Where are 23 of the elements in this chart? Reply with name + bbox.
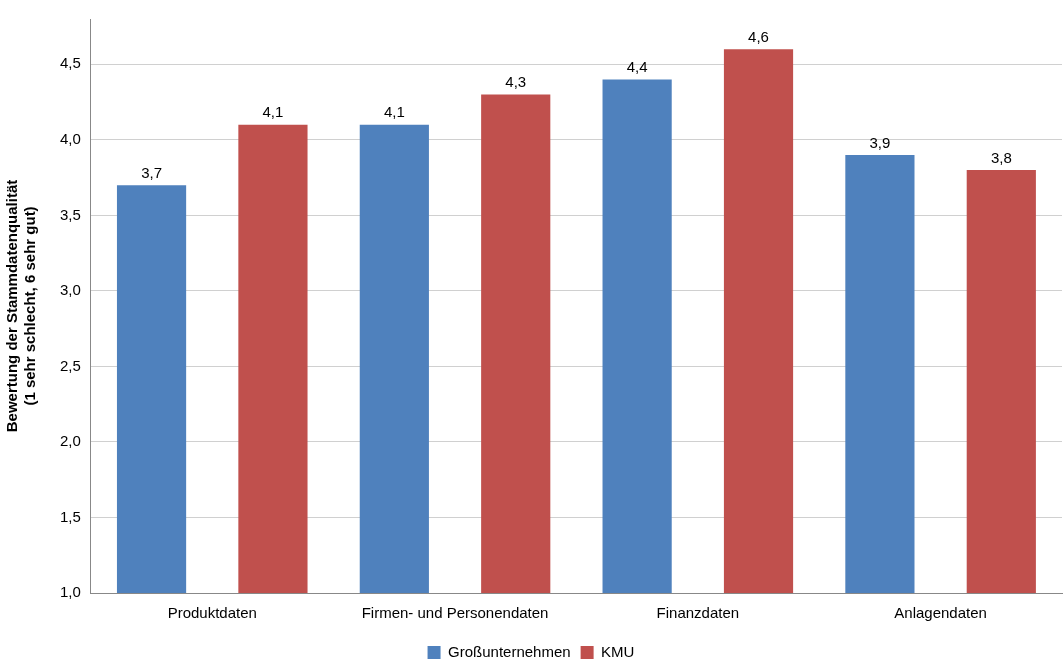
data-label: 4,4 <box>626 58 648 76</box>
y-tick-label: 2,5 <box>59 356 81 374</box>
y-tick-label: 2,0 <box>59 432 81 450</box>
y-tick-label: 4,0 <box>59 129 81 147</box>
y-tick-label: 4,5 <box>59 54 81 72</box>
data-label: 3,7 <box>141 163 162 181</box>
x-tick-label: Finanzdaten <box>656 604 740 622</box>
data-label: 4,1 <box>383 103 405 121</box>
data-label: 4,1 <box>262 103 284 121</box>
data-label: 3,9 <box>869 133 891 151</box>
data-label: 4,3 <box>505 73 527 91</box>
y-axis-title: Bewertung der Stammdatenqualität (1 sehr schlecht, 6 sehr gut) <box>3 179 39 433</box>
x-tick-label: Anlagendaten <box>894 604 987 622</box>
y-tick-label: 3,0 <box>59 281 81 299</box>
data-label: 4,6 <box>748 27 769 45</box>
y-tick-label: 1,5 <box>59 507 81 525</box>
x-tick-label: Firmen- und Personendaten <box>361 604 549 622</box>
x-tick-label: Produktdaten <box>167 604 257 622</box>
data-label: 3,8 <box>990 148 1012 166</box>
legend-label: KMU <box>601 642 635 660</box>
y-tick-label: 3,5 <box>59 205 81 223</box>
legend-label: Großunternehmen <box>448 642 571 660</box>
y-tick-label: 1,0 <box>59 583 81 601</box>
